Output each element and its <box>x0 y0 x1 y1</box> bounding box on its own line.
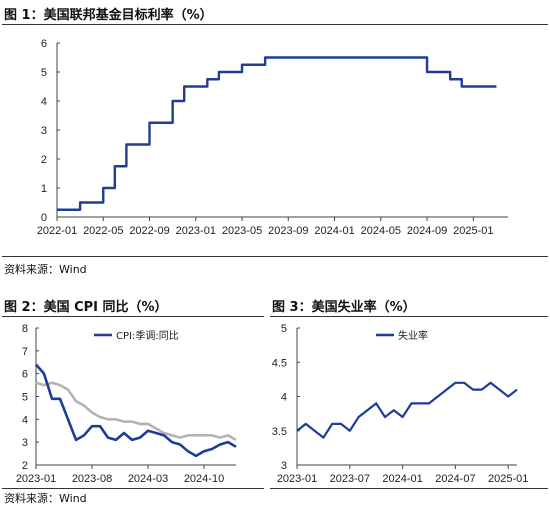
y-tick-label: 5 <box>41 67 47 79</box>
y-tick-label: 6 <box>22 369 28 381</box>
x-tick-label: 2024-03 <box>128 473 168 485</box>
y-tick-label: 4 <box>41 96 47 108</box>
x-tick-label: 2023-09 <box>268 225 308 237</box>
y-tick-label: 5 <box>281 323 287 335</box>
series-line-1 <box>57 56 497 211</box>
x-tick-label: 2025-01 <box>453 225 493 237</box>
y-tick-label: 4.5 <box>272 357 287 369</box>
figure1-title-rule <box>2 24 548 25</box>
y-tick-label: 0 <box>41 212 47 224</box>
series-line-2 <box>35 381 237 442</box>
figure2-source: 资料来源：Wind <box>4 492 87 505</box>
y-tick-label: 4 <box>281 392 287 404</box>
y-tick-label: 8 <box>22 323 28 335</box>
legend-label: CPI:季调:同比 <box>116 330 179 342</box>
x-tick-label: 2023-01 <box>277 473 317 485</box>
x-tick-label: 2023-01 <box>176 225 216 237</box>
y-tick-label: 7 <box>22 346 28 358</box>
series-line-1 <box>296 381 518 439</box>
y-tick-label: 2 <box>41 154 47 166</box>
x-tick-label: 2024-09 <box>407 225 447 237</box>
x-tick-label: 2024-07 <box>435 473 475 485</box>
x-tick-label: 2023-08 <box>72 473 112 485</box>
x-tick-label: 2024-05 <box>361 225 401 237</box>
x-tick-label: 2025-01 <box>488 473 528 485</box>
x-tick-label: 2024-01 <box>314 225 354 237</box>
x-tick-label: 2022-09 <box>129 225 169 237</box>
figure3-title: 图 3：美国失业率（%） <box>272 300 416 315</box>
series-line-1 <box>35 363 237 458</box>
x-tick-label: 2023-07 <box>330 473 370 485</box>
x-tick-label: 2022-01 <box>37 225 77 237</box>
figure1-title: 图 1：美国联邦基金目标利率（%） <box>4 8 213 23</box>
y-tick-label: 3 <box>22 437 28 449</box>
figure2-title: 图 2：美国 CPI 同比（%） <box>4 300 168 315</box>
y-tick-label: 3 <box>281 460 287 472</box>
y-tick-label: 5 <box>22 392 28 404</box>
y-tick-label: 6 <box>41 38 47 50</box>
figure2-bottom-rule <box>2 488 264 489</box>
figure2-title-rule <box>2 316 264 317</box>
y-tick-label: 3 <box>41 125 47 137</box>
figure3-title-rule <box>270 316 548 317</box>
x-tick-label: 2022-05 <box>83 225 123 237</box>
figure1-bottom-rule <box>2 256 548 257</box>
figure3-bottom-rule <box>270 488 548 489</box>
legend-label: 失业率 <box>398 329 428 342</box>
y-tick-label: 1 <box>41 183 47 195</box>
x-tick-label: 2023-01 <box>16 473 56 485</box>
y-tick-label: 4 <box>22 414 28 426</box>
x-tick-label: 2024-01 <box>382 473 422 485</box>
x-tick-label: 2023-05 <box>222 225 262 237</box>
y-tick-label: 3.5 <box>272 426 287 438</box>
figure1-source: 资料来源：Wind <box>4 263 87 276</box>
x-tick-label: 2024-10 <box>184 473 224 485</box>
y-tick-label: 2 <box>22 460 28 472</box>
